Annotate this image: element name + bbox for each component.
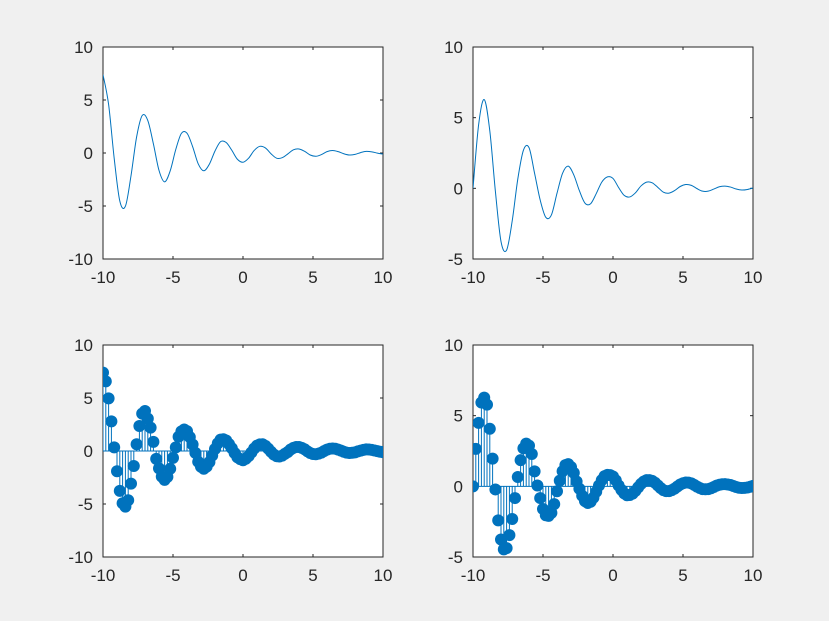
x-tick-label: 10 xyxy=(374,268,393,287)
x-tick-label: 0 xyxy=(608,268,617,287)
y-tick-label: 5 xyxy=(454,407,463,426)
x-tick-label: 0 xyxy=(238,566,247,585)
y-tick-label: 10 xyxy=(74,336,93,355)
y-tick-label: 5 xyxy=(84,91,93,110)
plot-area xyxy=(103,74,383,210)
stem-marker xyxy=(525,447,538,460)
stem-marker xyxy=(130,438,143,451)
stem-marker xyxy=(103,375,112,388)
stem-marker xyxy=(125,477,137,490)
axes-box xyxy=(102,46,384,260)
y-tick-label: 10 xyxy=(74,38,93,57)
y-tick-label: 5 xyxy=(84,389,93,408)
stem-marker xyxy=(127,459,140,472)
plot-area xyxy=(473,99,753,253)
series-line xyxy=(473,99,753,253)
y-tick-label: 0 xyxy=(454,477,463,496)
plot-area xyxy=(473,391,753,556)
x-tick-label: -10 xyxy=(91,268,116,287)
stem-marker xyxy=(531,479,544,492)
stem-marker xyxy=(492,514,505,527)
stem-marker xyxy=(150,452,163,465)
x-tick-label: -5 xyxy=(535,268,550,287)
subplot-bottom-left[interactable]: -10 -5 0 5 10 -10 -5 0 5 10 xyxy=(68,336,392,585)
y-tick-label: 0 xyxy=(454,179,463,198)
stem-marker xyxy=(473,416,485,429)
x-tick-label: 5 xyxy=(678,566,687,585)
axes-box xyxy=(472,46,754,260)
stem-marker xyxy=(147,435,160,448)
x-tick-label: -10 xyxy=(461,268,486,287)
stem-marker xyxy=(473,442,482,455)
stem-marker xyxy=(141,412,154,425)
x-tick-label: 5 xyxy=(308,566,317,585)
stem-marker xyxy=(528,465,541,478)
stem-marker xyxy=(113,484,126,497)
x-tick-label: -10 xyxy=(91,566,116,585)
stem-marker xyxy=(506,512,519,525)
x-tick-label: 10 xyxy=(374,566,393,585)
x-tick-label: 5 xyxy=(308,268,317,287)
stem-marker xyxy=(133,419,146,432)
stem-marker xyxy=(122,494,135,507)
stem-marker xyxy=(108,441,121,454)
stem-marker xyxy=(169,441,182,454)
x-tick-label: -5 xyxy=(165,566,180,585)
stem-marker xyxy=(164,462,177,475)
y-tick-label: 0 xyxy=(84,442,93,461)
y-tick-label: 10 xyxy=(444,336,463,355)
y-tick-label: -5 xyxy=(78,197,93,216)
y-tick-label: -10 xyxy=(68,548,93,567)
stem-marker xyxy=(486,452,499,465)
x-tick-label: 0 xyxy=(608,566,617,585)
stem-marker xyxy=(489,483,502,496)
stem-marker xyxy=(551,485,563,498)
axes-box xyxy=(472,344,754,558)
subplot-top-left[interactable]: -10 -5 0 5 10 -10 -5 0 5 10 xyxy=(68,38,392,287)
x-tick-label: 10 xyxy=(744,566,763,585)
stem-marker xyxy=(483,422,496,435)
plot-area xyxy=(103,366,383,513)
y-tick-label: -10 xyxy=(68,250,93,269)
stem-marker xyxy=(481,398,493,411)
y-tick-label: -5 xyxy=(448,548,463,567)
x-tick-label: 0 xyxy=(238,268,247,287)
stem-marker xyxy=(503,529,516,542)
stem-marker xyxy=(103,392,115,405)
stem-marker xyxy=(111,465,123,478)
x-tick-label: -5 xyxy=(535,566,550,585)
stem-marker xyxy=(747,479,753,492)
stem-marker xyxy=(511,471,524,484)
stem-marker xyxy=(500,542,513,555)
stem-marker xyxy=(144,421,157,434)
stem-marker xyxy=(534,492,547,505)
y-tick-label: 5 xyxy=(454,109,463,128)
x-tick-label: 10 xyxy=(744,268,763,287)
stem-marker xyxy=(514,454,527,467)
series-line xyxy=(103,74,383,210)
stem-marker xyxy=(377,446,383,459)
stem-marker xyxy=(553,474,566,487)
stem-marker xyxy=(167,451,179,464)
x-tick-label: -5 xyxy=(165,268,180,287)
y-tick-label: -5 xyxy=(448,250,463,269)
y-tick-label: 0 xyxy=(84,144,93,163)
stem-marker xyxy=(548,498,561,511)
y-tick-label: -5 xyxy=(78,495,93,514)
y-tick-label: 10 xyxy=(444,38,463,57)
x-tick-label: 5 xyxy=(678,268,687,287)
stem-marker xyxy=(105,415,118,428)
stem-marker xyxy=(509,492,521,505)
stem-marker xyxy=(473,480,479,493)
x-tick-label: -10 xyxy=(461,566,486,585)
